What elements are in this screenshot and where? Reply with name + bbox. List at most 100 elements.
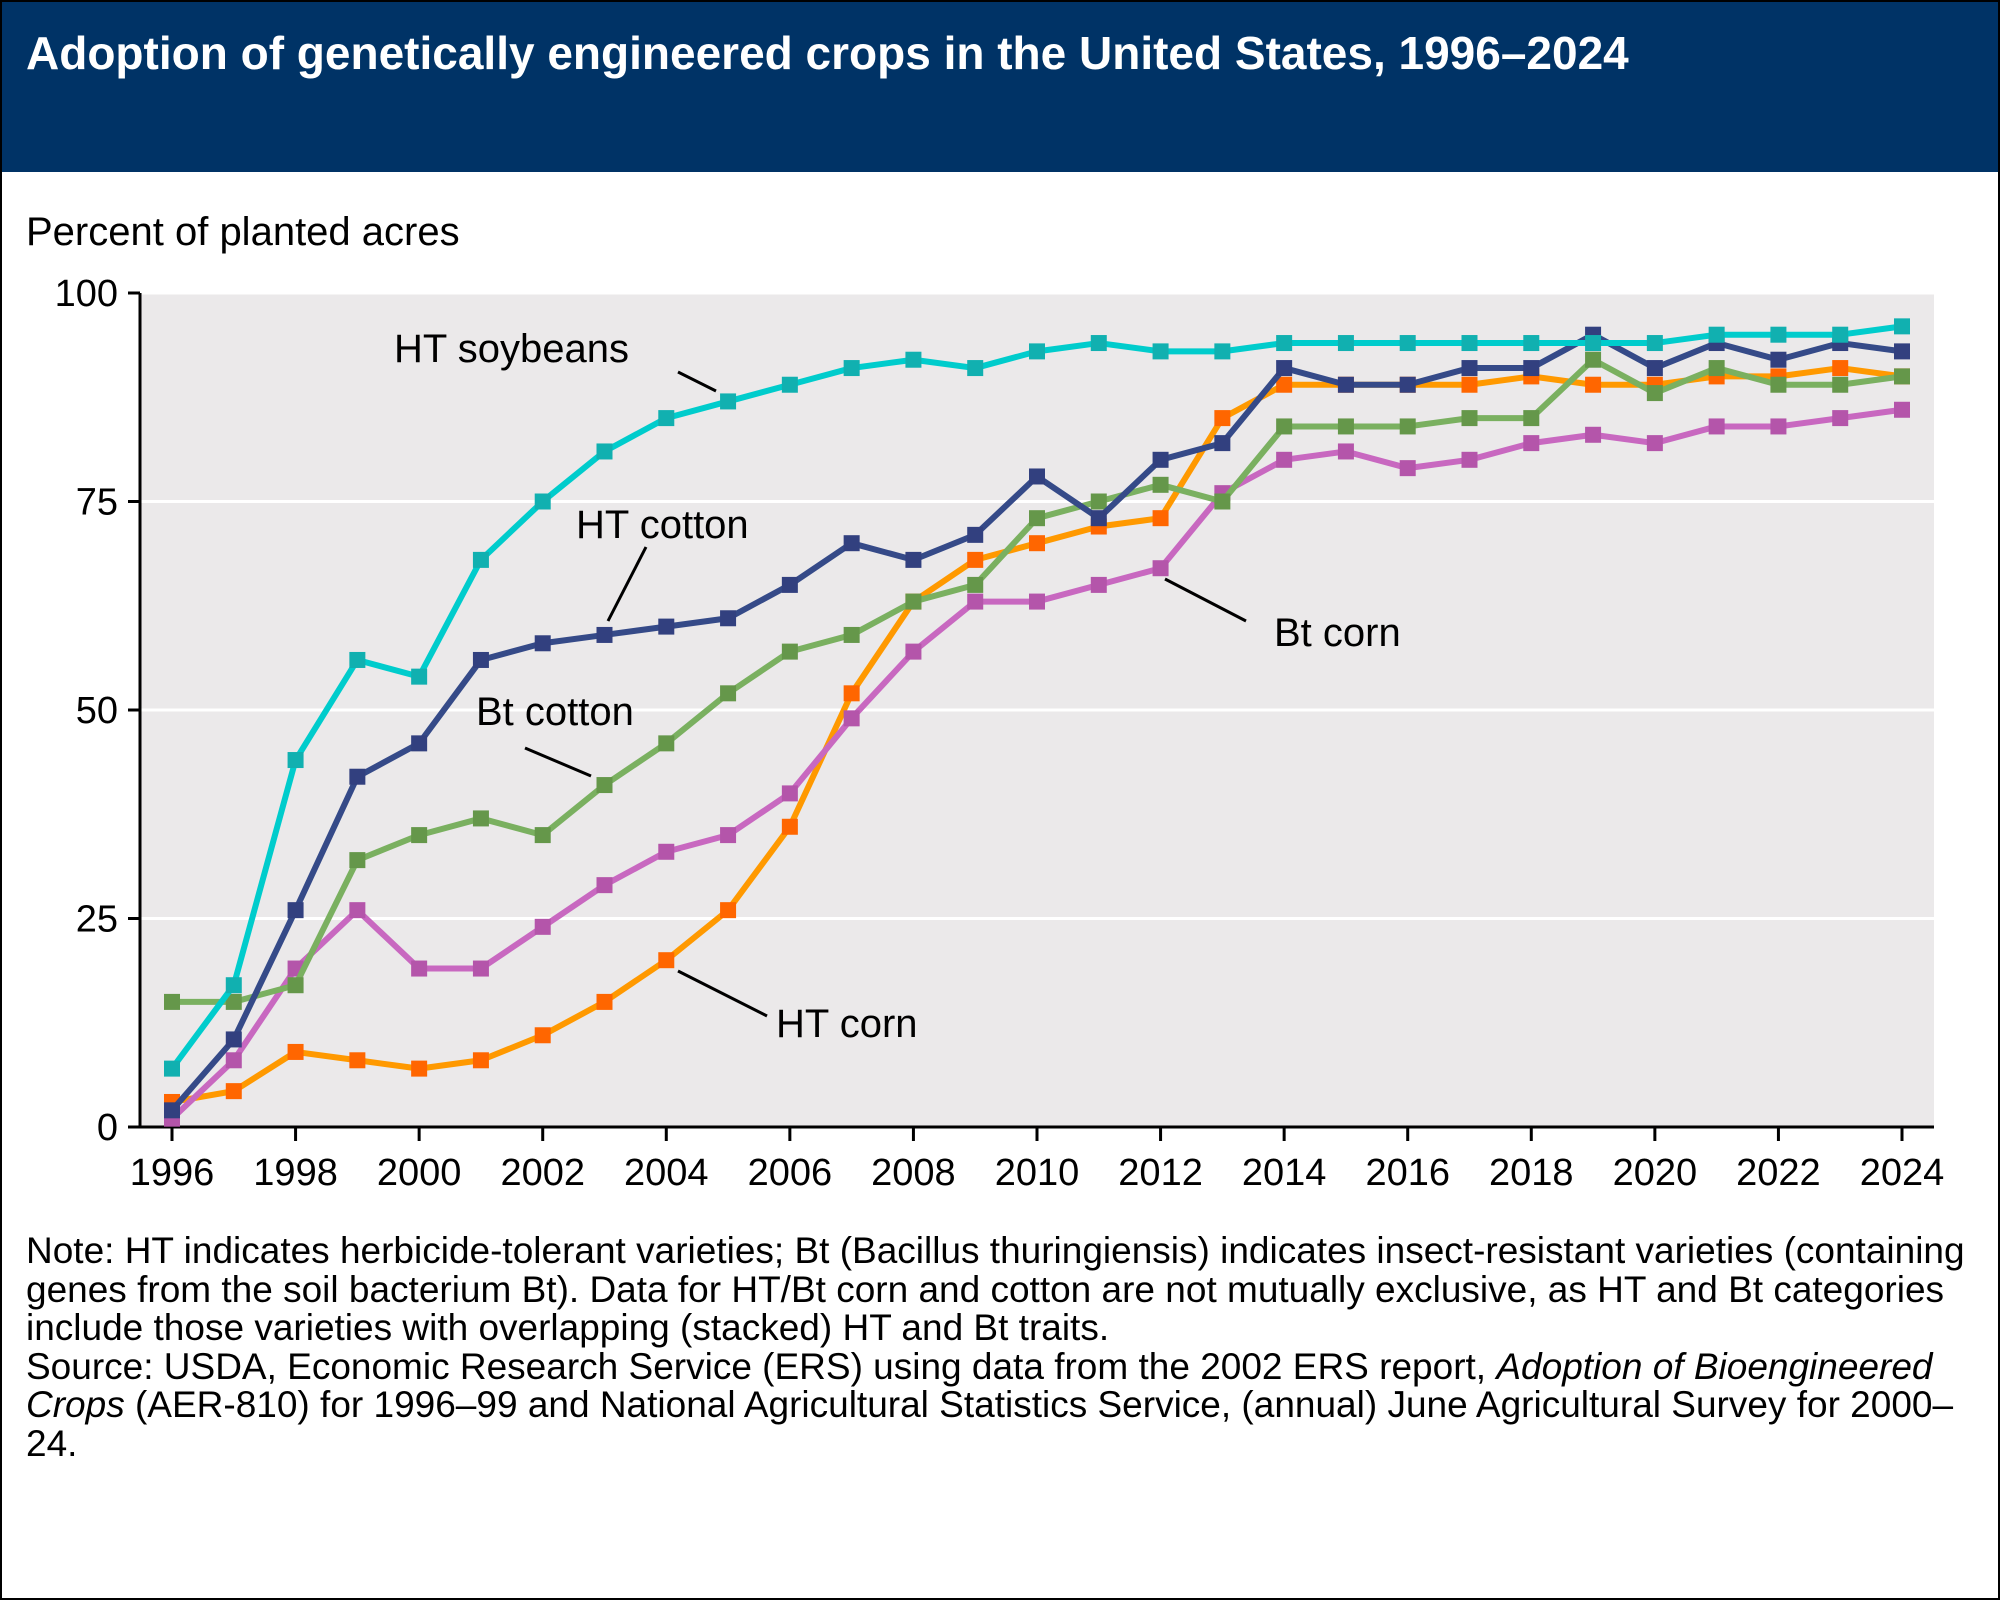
data-point [1646, 385, 1663, 402]
x-tick-label: 2006 [748, 1152, 833, 1194]
data-point [1090, 335, 1107, 352]
x-tick-label: 1998 [253, 1152, 338, 1194]
leader-line [677, 969, 768, 1018]
data-point [596, 777, 613, 794]
data-point [534, 827, 551, 844]
x-tick-label: 2024 [1860, 1152, 1945, 1194]
source-suffix: (AER-810) for 1996–99 and National Agric… [26, 1384, 1954, 1464]
data-point [225, 1052, 242, 1069]
data-point [781, 818, 798, 835]
data-point [225, 993, 242, 1010]
data-point [1832, 410, 1849, 427]
note-text: Note: HT indicates herbicide-tolerant va… [26, 1230, 1975, 1348]
data-point [472, 651, 489, 668]
chart-title: Adoption of genetically engineered crops… [26, 27, 1629, 79]
data-point [658, 952, 675, 969]
data-point [1214, 410, 1231, 427]
data-point [1152, 560, 1169, 577]
x-tick-label: 1996 [130, 1152, 215, 1194]
data-point [1461, 376, 1478, 393]
data-point [1029, 510, 1045, 527]
data-point [1276, 360, 1293, 377]
data-point [658, 735, 675, 752]
data-point [1894, 343, 1910, 360]
data-point [472, 1052, 489, 1069]
data-point [658, 618, 675, 635]
x-tick-label: 2018 [1489, 1152, 1574, 1194]
x-tick-label: 2000 [377, 1152, 462, 1194]
x-tick-label: 2014 [1242, 1152, 1327, 1194]
data-point [411, 668, 428, 685]
data-point [1276, 451, 1293, 468]
data-point [781, 376, 798, 393]
data-point [596, 626, 613, 643]
series-bt-cotton [164, 351, 1910, 1010]
data-point [781, 576, 798, 593]
data-point [1029, 593, 1045, 610]
data-point [534, 635, 551, 652]
data-point [1770, 376, 1787, 393]
data-point [596, 877, 613, 894]
data-point [349, 768, 366, 785]
data-point [349, 1052, 366, 1069]
data-point [164, 1102, 180, 1119]
y-tick-label: 0 [97, 1107, 118, 1149]
data-point [843, 685, 860, 702]
data-point [1832, 326, 1849, 343]
data-point [1585, 426, 1602, 443]
data-point [843, 710, 860, 727]
data-point [1832, 376, 1849, 393]
data-point [164, 993, 180, 1010]
data-point [596, 993, 613, 1010]
data-point [1029, 468, 1045, 485]
data-point [1399, 418, 1416, 435]
data-point [1461, 360, 1478, 377]
leader-line [524, 746, 592, 778]
x-tick-label: 2016 [1365, 1152, 1450, 1194]
data-point [967, 551, 984, 568]
data-point [349, 852, 366, 869]
data-point [1461, 451, 1478, 468]
data-point [905, 593, 922, 610]
data-point [1708, 326, 1725, 343]
data-point [1523, 335, 1540, 352]
data-point [1029, 535, 1045, 552]
data-point [1399, 376, 1416, 393]
data-point [1337, 443, 1354, 460]
data-point [225, 1083, 242, 1100]
data-point [905, 351, 922, 368]
data-point [1152, 510, 1169, 527]
data-point [1399, 335, 1416, 352]
data-point [905, 551, 922, 568]
data-point [164, 1060, 180, 1077]
data-point [1585, 376, 1602, 393]
y-tick-label: 25 [76, 899, 118, 941]
data-point [1646, 335, 1663, 352]
data-point [411, 1060, 428, 1077]
data-point [287, 977, 304, 994]
data-point [1646, 435, 1663, 452]
data-point [534, 1027, 551, 1044]
x-tick-label: 2022 [1736, 1152, 1821, 1194]
data-point [534, 493, 551, 510]
series-label-ht-corn: HT corn [776, 1002, 918, 1046]
data-point [1770, 326, 1787, 343]
data-point [287, 1043, 304, 1060]
data-point [472, 810, 489, 827]
data-point [596, 443, 613, 460]
data-point [720, 827, 737, 844]
data-point [781, 643, 798, 660]
source-prefix: Source: USDA, Economic Research Service … [26, 1345, 1497, 1387]
data-point [967, 526, 984, 543]
data-point [411, 735, 428, 752]
data-point [1585, 335, 1602, 352]
data-point [1214, 493, 1231, 510]
data-point [843, 626, 860, 643]
data-point [1770, 418, 1787, 435]
leader-line [606, 546, 648, 622]
series-ht-soybeans [164, 318, 1910, 1077]
data-point [1894, 401, 1910, 418]
data-point [1523, 410, 1540, 427]
data-point [1276, 376, 1293, 393]
data-point [287, 752, 304, 769]
